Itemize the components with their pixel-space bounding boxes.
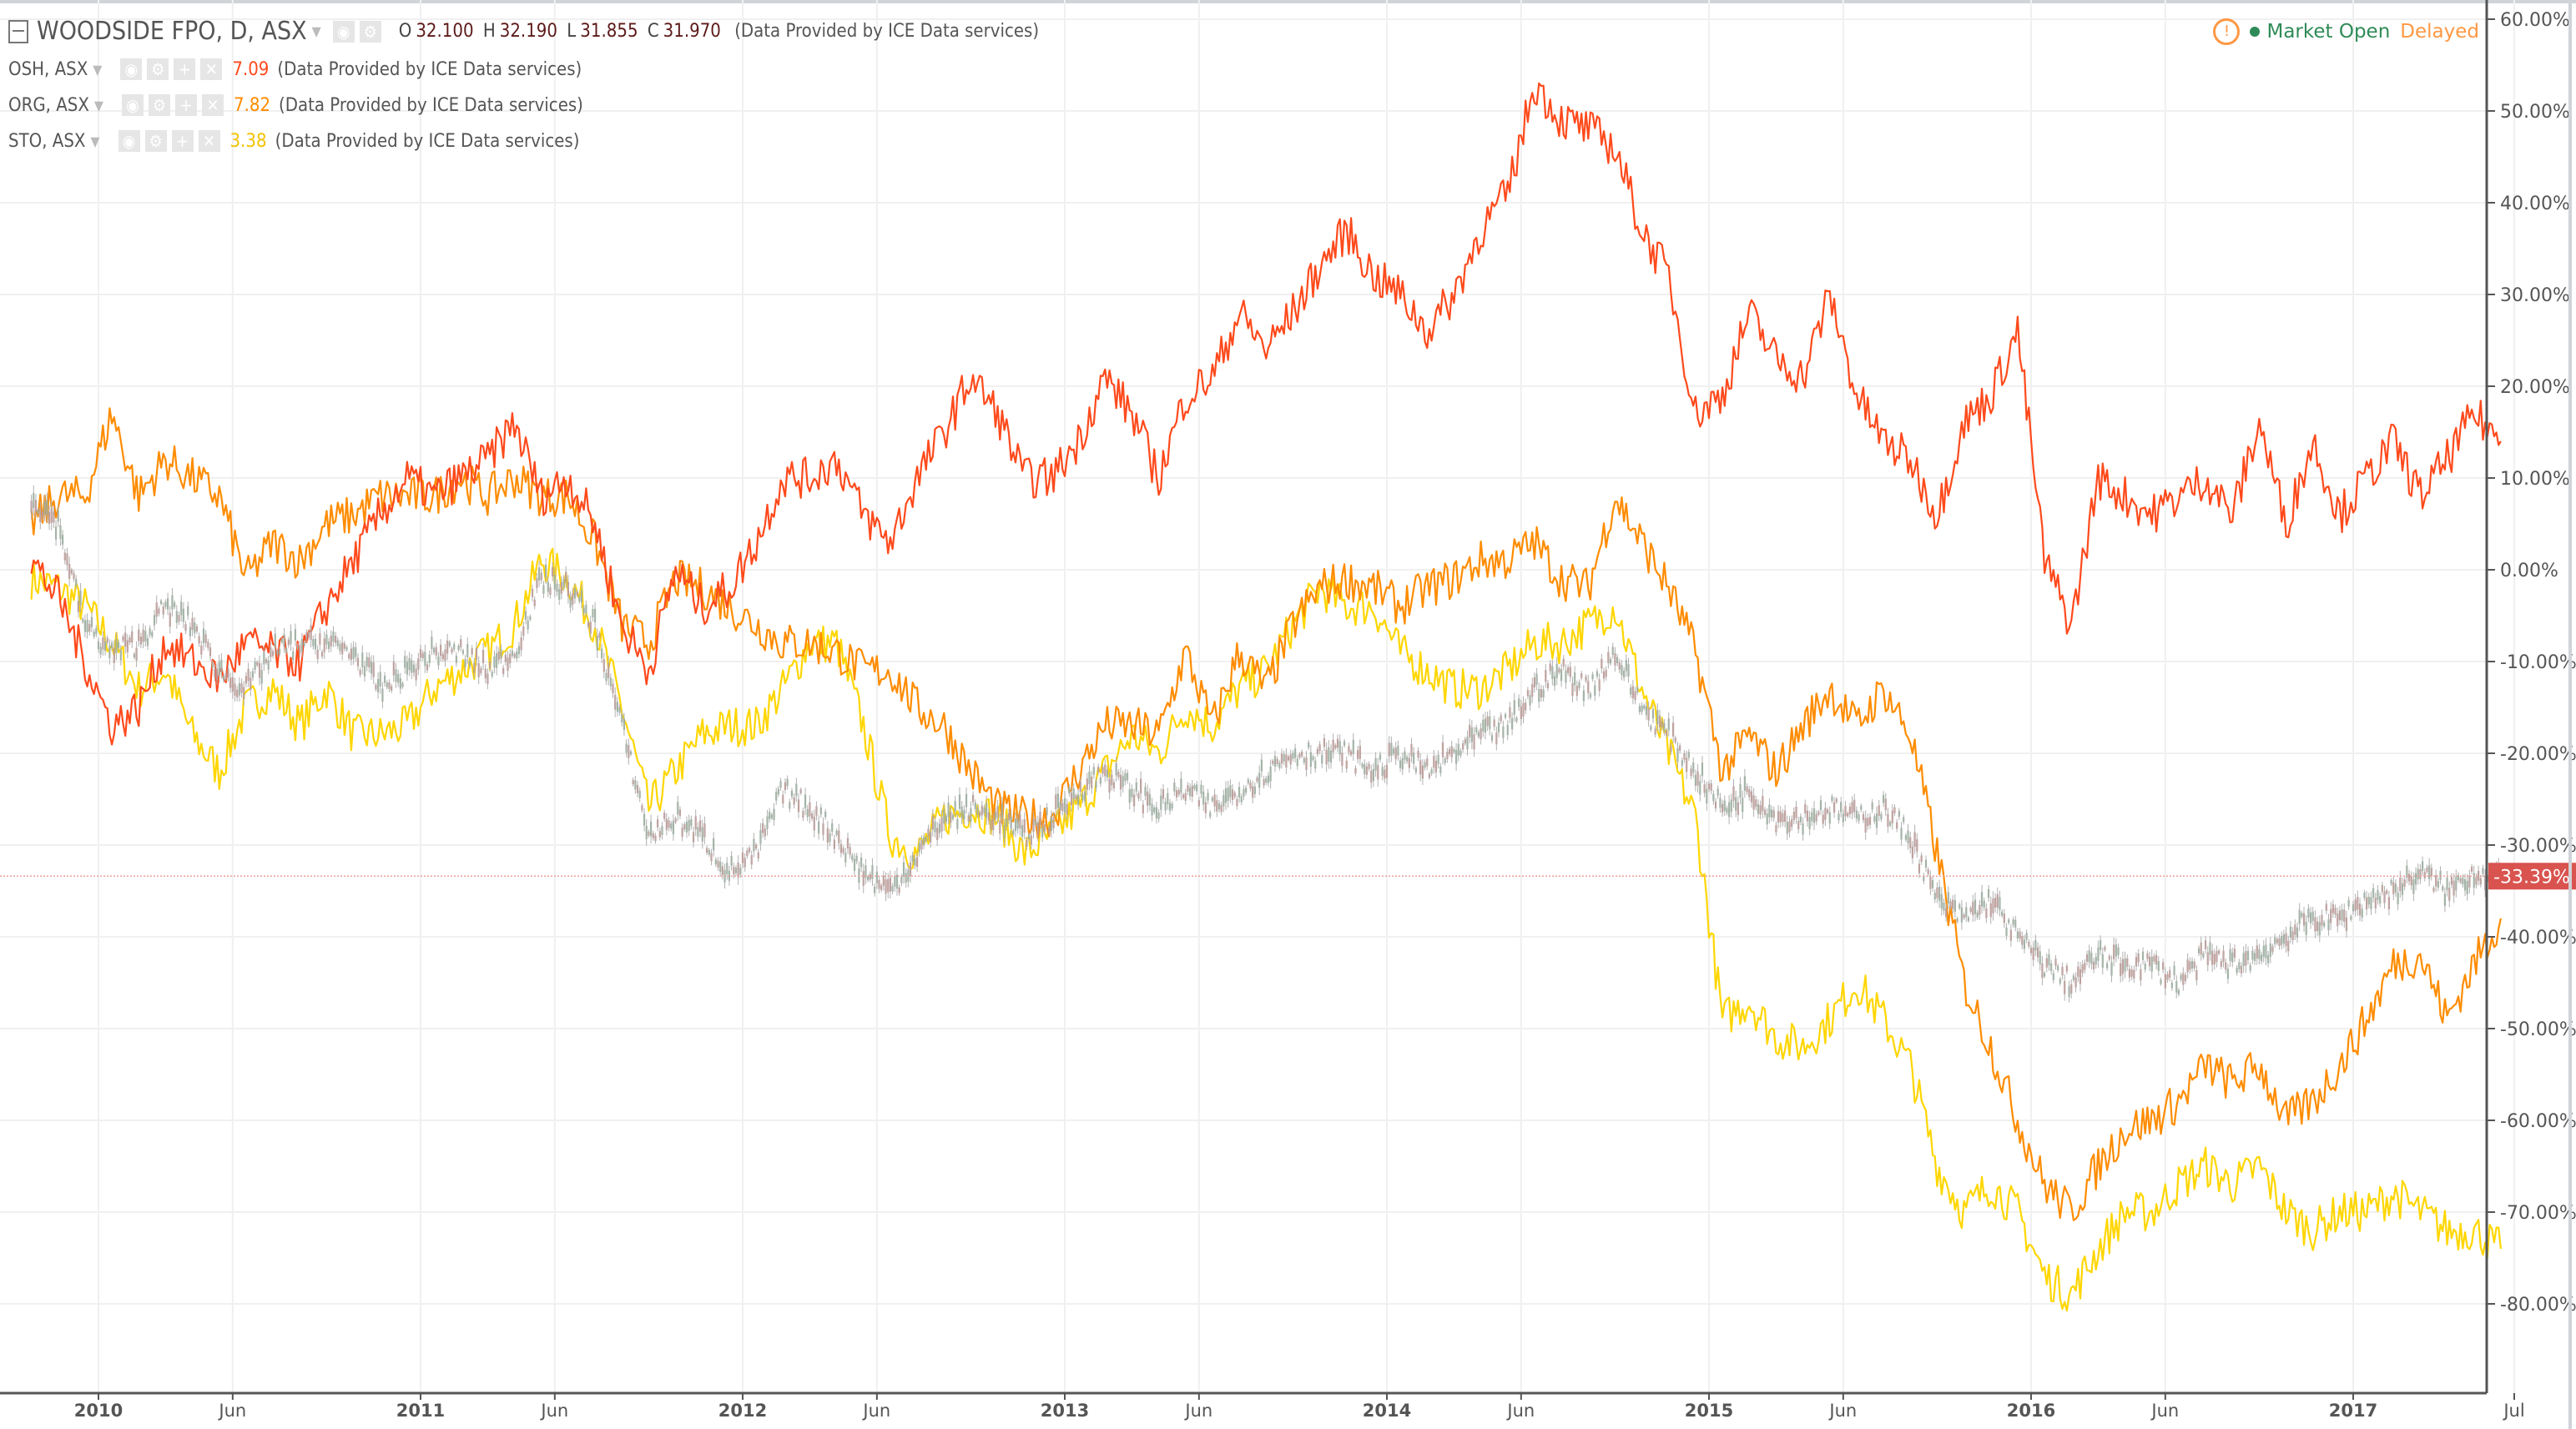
x-tick-label: Jun (217, 1401, 246, 1421)
close-icon[interactable]: ✕ (200, 58, 223, 80)
visibility-icon[interactable]: ◉ (120, 58, 143, 80)
chevron-down-icon[interactable]: ▼ (311, 23, 321, 39)
x-tick-label: Jun (1183, 1401, 1212, 1421)
y-tick-label: 50.00% (2500, 102, 2570, 123)
low-label: L (567, 21, 577, 42)
close-icon[interactable]: ✕ (198, 130, 220, 152)
data-source: (Data Provided by ICE Data services) (734, 21, 1040, 42)
market-open-label: Market Open (2266, 21, 2391, 43)
close-value: 31.970 (663, 21, 721, 42)
x-tick-label: 2011 (396, 1401, 445, 1421)
y-tick-label: -80.00% (2500, 1295, 2576, 1316)
x-tick-label: Jun (1505, 1401, 1535, 1421)
collapse-legend-icon[interactable] (8, 19, 28, 43)
main-symbol[interactable]: WOODSIDE FPO, D, ASX (37, 17, 307, 46)
x-tick-label: 2014 (1363, 1401, 1411, 1421)
x-tick-label: Jul (2502, 1401, 2524, 1421)
y-tick-label: -40.00% (2500, 928, 2576, 948)
gear-icon[interactable]: ⚙ (147, 58, 169, 80)
current-value-label: -33.39% (2493, 867, 2570, 888)
x-tick-label: Jun (2150, 1401, 2179, 1421)
plus-icon[interactable]: + (174, 58, 196, 80)
series-line-sto (30, 547, 2502, 1312)
x-tick-label: 2017 (2329, 1401, 2377, 1421)
chevron-down-icon[interactable]: ▼ (90, 133, 100, 149)
current-value-badge (2488, 863, 2576, 890)
compare-value: 7.82 (233, 94, 271, 116)
open-label: O (398, 21, 412, 42)
y-tick-label: 0.00% (2500, 561, 2558, 581)
series-layer (0, 82, 2503, 1312)
high-label: H (482, 21, 496, 42)
chevron-down-icon[interactable]: ▼ (93, 97, 103, 113)
compare-value: 3.38 (229, 130, 267, 152)
visibility-icon[interactable]: ◉ (332, 20, 355, 43)
close-icon[interactable]: ✕ (201, 94, 224, 116)
data-source: (Data Provided by ICE Data services) (277, 58, 582, 80)
visibility-icon[interactable]: ◉ (121, 94, 144, 116)
compare-symbol[interactable]: OSH, ASX (8, 58, 88, 80)
compare-legend-org: ORG, ASX ▼ ◉ ⚙ + ✕ 7.82 (Data Provided by I… (8, 94, 583, 116)
series-line-org (30, 407, 2502, 1221)
high-value: 32.190 (499, 21, 557, 42)
y-tick-label: -30.00% (2500, 836, 2576, 857)
x-tick-label: 2010 (74, 1401, 123, 1421)
x-tick-label: 2012 (718, 1401, 767, 1421)
y-tick-label: -20.00% (2500, 744, 2576, 765)
plus-icon[interactable]: + (171, 130, 194, 152)
market-status: ! Market Open Delayed (2213, 18, 2479, 45)
series-line-osh (30, 82, 2502, 746)
y-tick-label: 10.00% (2500, 469, 2570, 490)
compare-symbol[interactable]: ORG, ASX (8, 94, 89, 116)
chevron-down-icon[interactable]: ▼ (93, 61, 103, 78)
gear-icon[interactable]: ⚙ (144, 130, 167, 152)
gear-icon[interactable]: ⚙ (148, 94, 170, 116)
y-tick-label: -70.00% (2500, 1203, 2576, 1224)
x-tick-label: 2015 (1685, 1401, 1733, 1421)
x-tick-label: Jun (539, 1401, 568, 1421)
low-value: 31.855 (580, 21, 638, 42)
close-label: C (647, 21, 659, 42)
data-source: (Data Provided by ICE Data services) (279, 94, 583, 116)
y-tick-label: -60.00% (2500, 1111, 2576, 1132)
data-source: (Data Provided by ICE Data services) (275, 130, 580, 152)
y-tick-label: 40.00% (2500, 194, 2570, 214)
y-tick-label: -10.00% (2500, 652, 2576, 673)
status-dot-icon (2250, 27, 2261, 37)
x-tick-label: Jun (861, 1401, 890, 1421)
ohlc-values: O 32.100 H 32.190 L 31.855 C 31.970 (Data Pr… (395, 21, 1039, 42)
warning-icon[interactable]: ! (2213, 18, 2241, 45)
visibility-icon[interactable]: ◉ (118, 130, 140, 152)
delayed-label: Delayed (2400, 21, 2479, 43)
x-tick-label: 2013 (1041, 1401, 1089, 1421)
compare-legend-sto: STO, ASX ▼ ◉ ⚙ + ✕ 3.38 (Data Provided by I… (8, 130, 579, 152)
open-value: 32.100 (416, 21, 474, 42)
main-symbol-legend: WOODSIDE FPO, D, ASX ▼ ◉ ⚙ O 32.100 H 32.1… (8, 17, 1039, 46)
y-tick-label: 60.00% (2500, 10, 2570, 31)
y-tick-label: -50.00% (2500, 1019, 2576, 1040)
x-tick-label: Jun (1827, 1401, 1857, 1421)
y-tick-label: 30.00% (2500, 285, 2570, 306)
compare-symbol[interactable]: STO, ASX (8, 130, 86, 152)
compare-legend-osh: OSH, ASX ▼ ◉ ⚙ + ✕ 7.09 (Data Provided by I… (8, 58, 582, 80)
gear-icon[interactable]: ⚙ (359, 20, 381, 43)
plus-icon[interactable]: + (174, 94, 197, 116)
compare-value: 7.09 (232, 58, 270, 80)
y-tick-label: 20.00% (2500, 377, 2570, 398)
x-tick-label: 2016 (2007, 1401, 2055, 1421)
